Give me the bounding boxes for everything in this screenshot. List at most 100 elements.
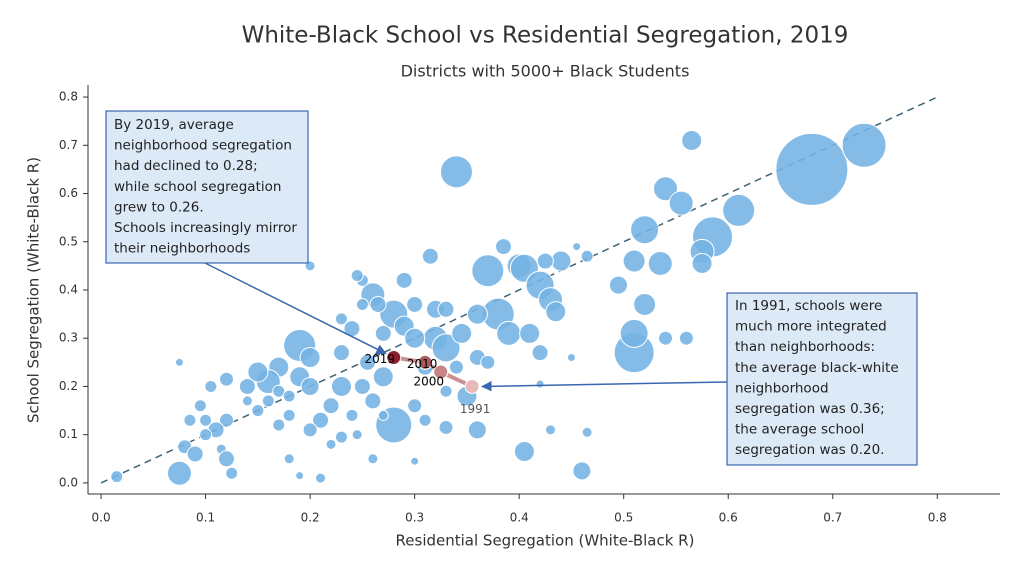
bubble: [545, 424, 557, 436]
bubble: [467, 420, 487, 440]
y-tick-label: 0.4: [59, 282, 78, 296]
bubble: [282, 389, 296, 403]
annotation-text: the average black-white: [735, 360, 899, 376]
bubble: [110, 470, 124, 484]
bubble: [325, 438, 337, 450]
bubble: [372, 366, 394, 388]
bubble: [166, 460, 192, 486]
x-axis-label: Residential Segregation (White-Black R): [396, 532, 695, 550]
x-tick-label: 0.1: [196, 511, 215, 525]
annotation-text: segregation was 0.20.: [735, 442, 884, 458]
bubble: [193, 399, 207, 413]
bubble: [350, 269, 364, 283]
annotation-text: Schools increasingly mirror: [114, 220, 297, 236]
y-tick-label: 0.5: [59, 234, 78, 248]
bubble: [438, 419, 454, 435]
annotation-text: neighborhood segregation: [114, 138, 292, 154]
bubble: [238, 377, 256, 395]
bubble: [364, 392, 382, 410]
trend-line: [393, 355, 473, 389]
bubble: [282, 408, 296, 422]
annotation-text: had declined to 0.28;: [114, 158, 258, 174]
bubble: [496, 320, 522, 346]
bubble: [369, 295, 387, 313]
bubble: [691, 252, 713, 274]
bubble: [418, 413, 432, 427]
annotation-text: grew to 0.26.: [114, 199, 204, 215]
y-tick-label: 0.2: [59, 379, 78, 393]
annotation-text: while school segregation: [114, 179, 281, 195]
bubble: [519, 322, 541, 344]
bubble: [630, 215, 660, 245]
bubble: [332, 344, 350, 362]
bubble: [451, 322, 473, 344]
annotation-text: In 1991, schools were: [735, 298, 882, 314]
bubble: [353, 377, 371, 395]
bubble: [437, 300, 455, 318]
bubble: [217, 450, 235, 468]
bubble: [251, 404, 265, 418]
bubble: [199, 428, 213, 442]
bubble: [218, 371, 234, 387]
y-tick-label: 0.1: [59, 427, 78, 441]
bubble: [351, 429, 363, 441]
bubble: [494, 238, 512, 256]
bubble: [536, 252, 554, 270]
bubble: [535, 379, 545, 389]
bubble: [572, 461, 592, 481]
bubble: [261, 394, 275, 408]
bubble: [668, 190, 694, 216]
bubble: [608, 275, 628, 295]
bubble: [299, 347, 321, 369]
trend-point: [417, 354, 433, 370]
bubble: [302, 422, 318, 438]
bubble: [355, 297, 369, 311]
bubble: [466, 303, 488, 325]
bubble: [218, 412, 234, 428]
bubble: [183, 413, 197, 427]
bubble: [513, 441, 535, 463]
bubble: [241, 395, 253, 407]
y-tick-label: 0.0: [59, 475, 78, 489]
annotation-arrow: [481, 381, 728, 392]
bubble: [681, 129, 703, 151]
y-tick-label: 0.6: [59, 186, 78, 200]
annotation-text: much more integrated: [735, 319, 887, 335]
bubble: [410, 456, 420, 466]
bubble: [377, 409, 389, 421]
trend-label: 1991: [460, 402, 491, 416]
bubble: [678, 330, 694, 346]
y-axis-label: School Segregation (White-Black R): [25, 157, 43, 423]
bubble: [283, 453, 295, 465]
bubble: [722, 193, 756, 227]
bubble: [204, 379, 218, 393]
bubble: [581, 426, 593, 438]
y-tick-label: 0.7: [59, 138, 78, 152]
bubble: [186, 445, 204, 463]
x-tick-label: 0.7: [823, 511, 842, 525]
bubble: [580, 249, 594, 263]
chart-title: White-Black School vs Residential Segreg…: [242, 23, 849, 49]
bubble: [174, 357, 184, 367]
bubble: [406, 295, 424, 313]
bubble: [359, 353, 377, 371]
annotation-text: By 2019, average: [114, 117, 234, 133]
trend-point: [433, 364, 449, 380]
annotation-box: [726, 292, 918, 466]
trend-point: [464, 378, 480, 394]
annotation-text: segregation was 0.36;: [735, 401, 885, 417]
y-tick-label: 0.8: [59, 90, 78, 104]
bubble: [550, 250, 572, 272]
bubble: [545, 301, 567, 323]
bubble: [531, 344, 549, 362]
bubble: [407, 398, 423, 414]
bubble: [471, 254, 505, 288]
bubble: [653, 176, 679, 202]
bubble: [421, 247, 439, 265]
annotation-text: than neighborhoods:: [735, 339, 875, 355]
bubble: [841, 122, 887, 168]
bubble: [374, 324, 392, 342]
bubble: [225, 466, 239, 480]
